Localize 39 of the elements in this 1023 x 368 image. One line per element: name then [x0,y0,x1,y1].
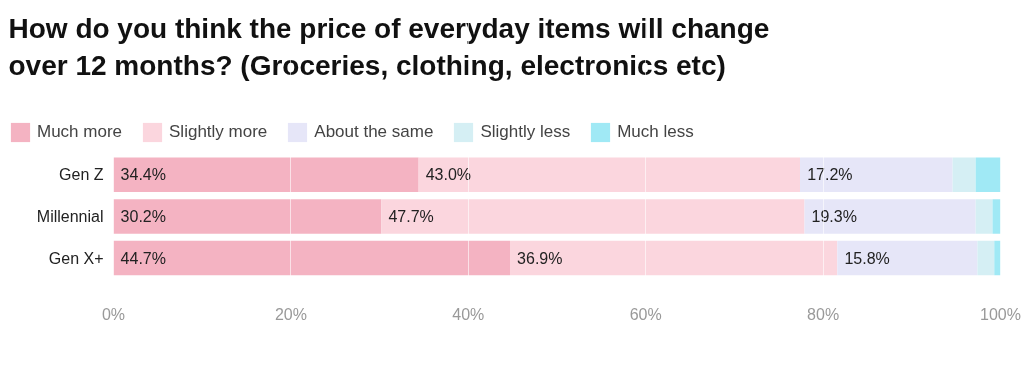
data-label: 17.2% [807,166,853,184]
bar [113,199,382,234]
chart-title: How do you think the price of everyday items will change over 12 months? (Groceries, clothing, electronics etc) [8,12,770,81]
bar [113,157,419,193]
data-label: 36.9% [517,249,563,267]
legend-label: Slightly less [480,122,571,142]
x-tick-label: 20% [274,305,307,323]
bar [113,240,510,276]
data-label: 44.7% [120,249,166,267]
bar [418,157,801,193]
bar [800,157,953,193]
data-label: 34.4% [120,166,166,184]
bar [804,199,976,234]
bar [975,157,1001,193]
bar [509,240,838,276]
bar [977,240,995,276]
x-tick-label: 80% [807,305,840,323]
x-tick-label: 100% [980,305,1021,323]
x-tick-label: 60% [629,305,662,323]
bar [952,157,976,193]
legend-label: Much more [37,122,123,142]
bar [992,199,1001,234]
data-label: 43.0% [425,166,472,184]
data-label: 19.3% [811,207,857,225]
legend-label: About the same [314,122,434,142]
data-label: 47.7% [388,207,434,225]
bar [381,199,805,234]
data-label: 30.2% [120,207,166,225]
legend-label: Much less [617,122,694,142]
bar [994,240,1001,276]
bar [975,199,993,234]
x-tick-label: 40% [452,305,485,323]
data-label: 15.8% [844,249,890,267]
legend-label: Slightly more [169,122,268,142]
y-tick-label: Gen Z [59,166,104,184]
bar [837,240,978,276]
y-tick-label: Gen X+ [48,249,104,267]
y-tick-label: Millennial [36,207,104,225]
x-tick-label: 0% [101,305,126,323]
